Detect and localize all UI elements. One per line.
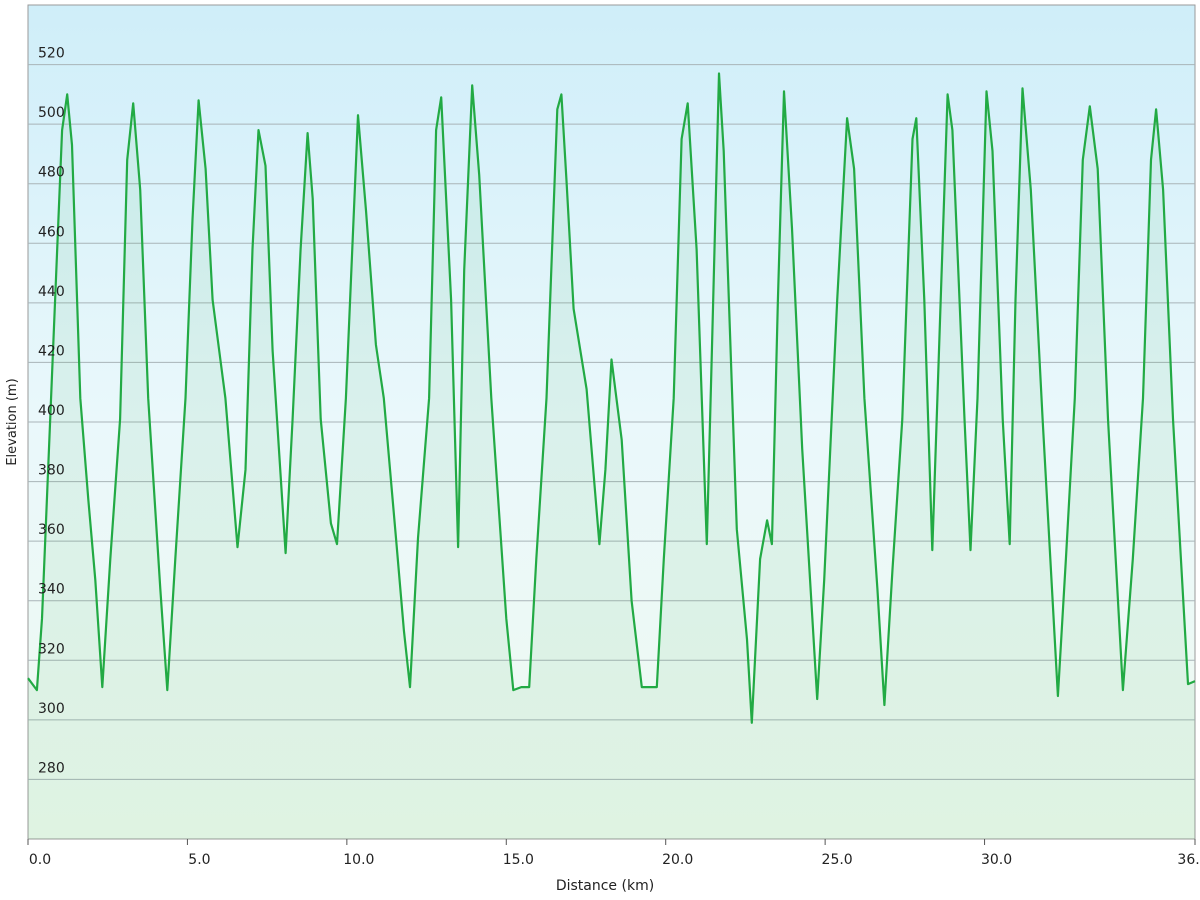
- x-tick-label: 25.0: [822, 852, 853, 868]
- y-axis-label: Elevation (m): [5, 378, 20, 465]
- x-tick-label: 10.0: [343, 852, 374, 868]
- y-tick-label: 340: [38, 582, 65, 598]
- x-tick-label: 15.0: [503, 852, 534, 868]
- y-tick-label: 320: [38, 641, 65, 657]
- y-tick-label: 380: [38, 463, 65, 479]
- y-tick-label: 520: [38, 46, 65, 62]
- y-tick-label: 400: [38, 403, 65, 419]
- elevation-line: [27, 72, 1196, 724]
- y-tick-label: 480: [38, 165, 65, 181]
- y-tick-label: 360: [38, 522, 65, 538]
- y-tick-label: 420: [38, 343, 65, 359]
- y-tick-label: 500: [38, 105, 65, 121]
- x-tick-label: 36.6: [1177, 852, 1200, 868]
- y-tick-label: 280: [38, 760, 65, 776]
- y-tick-label: 300: [38, 701, 65, 717]
- x-tick-label: 5.0: [188, 852, 210, 868]
- x-tick-label: 0.0: [29, 852, 51, 868]
- x-axis-label: Distance (km): [556, 878, 654, 894]
- x-tick-label: 30.0: [981, 852, 1012, 868]
- y-tick-label: 460: [38, 224, 65, 240]
- area-fill: [28, 73, 1195, 839]
- y-tick-label: 440: [38, 284, 65, 300]
- x-tick-label: 20.0: [662, 852, 693, 868]
